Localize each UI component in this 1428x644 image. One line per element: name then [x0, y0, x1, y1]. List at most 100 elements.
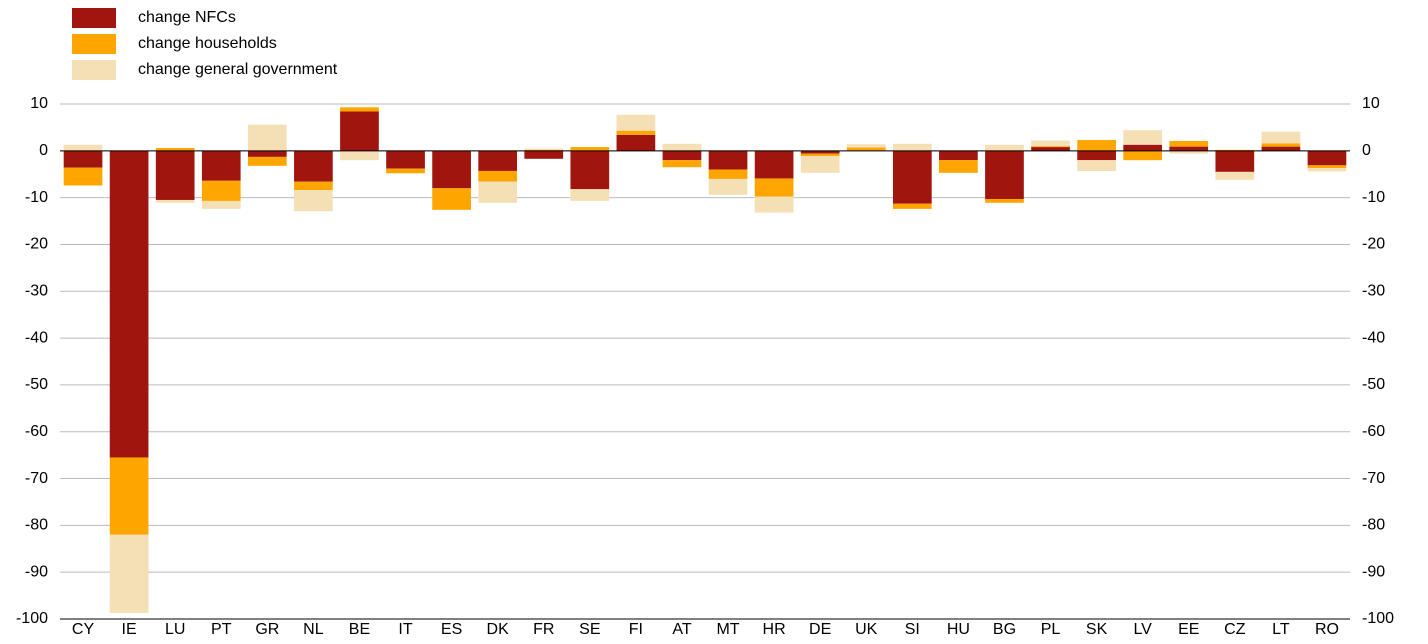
- bar-segment: [478, 171, 517, 182]
- y-tick-label: 0: [39, 142, 48, 159]
- bar-segment: [801, 156, 840, 173]
- x-tick-label: IT: [398, 621, 412, 638]
- bar-segment: [1262, 143, 1301, 146]
- x-tick-label: CZ: [1224, 621, 1246, 638]
- x-tick-label: DE: [809, 621, 831, 638]
- y-tick-label: -60: [25, 423, 48, 440]
- bar-segment: [1308, 165, 1347, 168]
- bar-segment: [939, 151, 978, 160]
- bar-segment: [432, 188, 471, 210]
- bar-segment: [1215, 172, 1254, 180]
- bar-segment: [1077, 140, 1116, 151]
- bar-segment: [202, 201, 241, 209]
- y-tick-label: -90: [25, 563, 48, 580]
- bar-segment: [1308, 168, 1347, 171]
- x-tick-label: FR: [533, 621, 554, 638]
- bar-segment: [985, 151, 1024, 199]
- legend-label: change NFCs: [138, 9, 236, 26]
- legend-swatch: [72, 34, 116, 54]
- legend-label: change households: [138, 35, 277, 52]
- bar-segment: [524, 151, 563, 159]
- bar-segment: [386, 151, 425, 169]
- y-tick-label: -20: [25, 236, 48, 253]
- y-tick-label: -40: [25, 329, 48, 346]
- bar-segment: [847, 148, 886, 151]
- bar-segment: [156, 151, 195, 200]
- y-tick-label: -30: [25, 282, 48, 299]
- bar-segment: [801, 154, 840, 156]
- bar-segment: [294, 151, 333, 182]
- x-tick-label: MT: [716, 621, 739, 638]
- bar-segment: [893, 204, 932, 209]
- bar-segment: [1077, 160, 1116, 171]
- bar-segment: [755, 151, 794, 179]
- x-tick-label: UK: [855, 621, 878, 638]
- x-tick-label: LU: [165, 621, 185, 638]
- bar-segment: [248, 151, 287, 157]
- x-tick-label: CY: [72, 621, 95, 638]
- x-tick-label: HR: [763, 621, 786, 638]
- legend-swatch: [72, 8, 116, 28]
- legend-swatch: [72, 60, 116, 80]
- x-tick-label: PT: [211, 621, 232, 638]
- bar-segment: [294, 190, 333, 211]
- x-tick-label: SK: [1086, 621, 1108, 638]
- y2-tick-label: -90: [1362, 563, 1385, 580]
- bar-segment: [570, 189, 609, 201]
- x-tick-label: IE: [122, 621, 137, 638]
- bar-segment: [1123, 130, 1162, 145]
- bar-segment: [248, 125, 287, 151]
- bar-segment: [202, 151, 241, 181]
- bar-segment: [617, 131, 656, 135]
- bar-segment: [110, 457, 149, 534]
- bar-segment: [617, 115, 656, 131]
- bar-segment: [939, 160, 978, 173]
- bar-segment: [663, 151, 702, 160]
- y2-tick-label: 0: [1362, 142, 1371, 159]
- y-tick-label: -10: [25, 189, 48, 206]
- bar-segment: [386, 169, 425, 174]
- bar-segment: [893, 151, 932, 204]
- x-tick-label: EE: [1178, 621, 1199, 638]
- x-tick-label: FI: [629, 621, 643, 638]
- bar-segment: [847, 144, 886, 147]
- bar-segment: [985, 145, 1024, 151]
- bar-segment: [110, 535, 149, 613]
- y2-tick-label: 10: [1362, 95, 1380, 112]
- bar-segment: [985, 199, 1024, 203]
- bar-segment: [478, 151, 517, 171]
- bar-segment: [202, 181, 241, 201]
- x-tick-label: HU: [947, 621, 970, 638]
- x-tick-label: LT: [1272, 621, 1290, 638]
- x-tick-label: PL: [1041, 621, 1061, 638]
- x-tick-label: ES: [441, 621, 462, 638]
- x-tick-label: AT: [672, 621, 691, 638]
- bar-segment: [64, 151, 103, 168]
- legend-label: change general government: [138, 61, 338, 78]
- y2-tick-label: -10: [1362, 189, 1385, 206]
- x-tick-label: BG: [993, 621, 1016, 638]
- bar-segment: [432, 151, 471, 188]
- y-tick-label: -70: [25, 470, 48, 487]
- x-tick-label: DK: [487, 621, 510, 638]
- bar-segment: [248, 157, 287, 166]
- y2-tick-label: -30: [1362, 282, 1385, 299]
- bar-segment: [64, 145, 103, 151]
- bar-segment: [617, 135, 656, 151]
- bar-segment: [570, 147, 609, 151]
- bar-segment: [1169, 147, 1208, 151]
- bar-segment: [524, 148, 563, 149]
- x-tick-label: GR: [255, 621, 279, 638]
- bar-segment: [156, 200, 195, 203]
- bar-segment: [709, 179, 748, 195]
- x-tick-label: NL: [303, 621, 324, 638]
- bar-segment: [64, 168, 103, 186]
- x-tick-label: SI: [905, 621, 920, 638]
- x-tick-label: LV: [1133, 621, 1152, 638]
- bar-segment: [1308, 151, 1347, 166]
- bar-segment: [1077, 151, 1116, 160]
- bar-segment: [1215, 151, 1254, 172]
- y2-tick-label: -50: [1362, 376, 1385, 393]
- bar-segment: [110, 151, 149, 458]
